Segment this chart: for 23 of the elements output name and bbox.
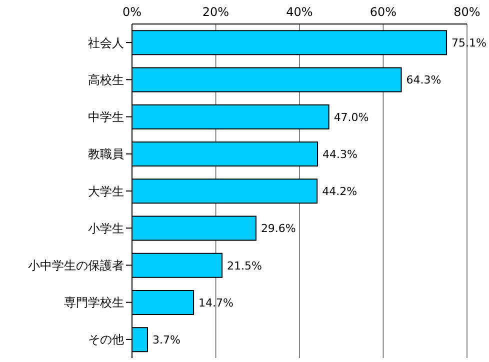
y-tick-label: 小学生	[88, 221, 124, 236]
y-tick-label: 教職員	[88, 147, 124, 162]
x-tick-label: 80%	[454, 5, 480, 19]
y-tick-label: 大学生	[88, 184, 124, 198]
y-tick-label: 社会人	[88, 36, 124, 50]
x-tick-label: 20%	[202, 5, 230, 19]
x-tick-label: 60%	[370, 5, 397, 19]
data-label: 47.0%	[334, 110, 369, 124]
y-tick-label: 中学生	[88, 110, 124, 124]
y-tick-label: 専門学校生	[64, 296, 124, 310]
data-label: 29.6%	[260, 222, 296, 236]
data-label: 14.7%	[198, 296, 234, 310]
data-label: 44.3%	[322, 148, 358, 161]
data-label: 75.1%	[451, 36, 486, 50]
x-tick-label: 0%	[122, 5, 142, 19]
y-tick-label: その他	[88, 332, 124, 347]
y-tick-label: 高校生	[88, 72, 124, 87]
data-label: 3.7%	[152, 333, 180, 346]
data-label: 64.3%	[406, 74, 442, 87]
x-tick-label: 40%	[286, 5, 313, 19]
data-label: 44.2%	[322, 185, 358, 198]
y-tick-label: 小中学生の保護者	[28, 258, 124, 272]
data-label: 21.5%	[227, 259, 262, 272]
